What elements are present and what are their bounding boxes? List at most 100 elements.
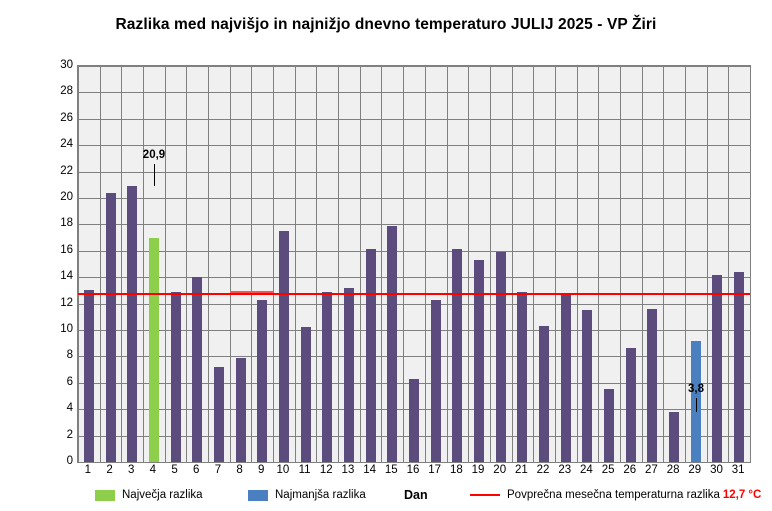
x-axis-tick-label: 10 — [276, 464, 290, 476]
x-axis-tick-label: 3 — [127, 464, 135, 476]
y-axis-tick-label: 6 — [66, 375, 73, 388]
gridline-vertical — [403, 66, 404, 462]
gridline-vertical — [251, 66, 252, 462]
bar-day-25 — [604, 389, 614, 462]
y-axis-tick-label: 24 — [60, 138, 73, 151]
gridline-vertical — [447, 66, 448, 462]
x-axis-tick-label: 22 — [536, 464, 550, 476]
y-axis-tick-label: 16 — [60, 243, 73, 256]
legend-swatch-blue-icon — [248, 489, 268, 501]
callout-value-label: 3,8 — [688, 382, 704, 395]
gridline-horizontal — [78, 304, 750, 305]
bar-day-17 — [431, 299, 441, 462]
x-axis-tick-label: 2 — [106, 464, 113, 476]
x-axis-tick-label: 6 — [193, 464, 200, 476]
y-axis-tick-label: 30 — [60, 59, 73, 71]
y-axis-tick-label: 12 — [60, 296, 73, 309]
bar-day-9 — [257, 299, 267, 462]
y-axis-tick-label: 4 — [66, 402, 73, 415]
bar-day-22 — [539, 326, 549, 462]
y-axis-tick-label: 26 — [60, 111, 73, 124]
bar-day-19 — [474, 260, 484, 462]
x-axis-tick-label: 8 — [236, 464, 243, 476]
bar-day-13 — [344, 287, 354, 462]
x-axis-title: Dan — [404, 488, 428, 502]
plot-area: 20,9 3,8 — [77, 65, 751, 463]
gridline-horizontal — [78, 251, 750, 252]
y-axis-tick-label: 10 — [60, 323, 73, 335]
x-axis-tick-label: 29 — [688, 464, 702, 476]
gridline-vertical — [577, 66, 578, 462]
gridline-vertical — [620, 66, 621, 462]
x-axis-tick-label: 23 — [558, 464, 572, 476]
x-axis-tick-label: 5 — [171, 464, 178, 476]
gridline-horizontal — [78, 172, 750, 173]
bar-day-10 — [279, 231, 289, 462]
x-axis-tick-label: 31 — [731, 464, 745, 476]
gridline-vertical — [360, 66, 361, 462]
gridline-vertical — [512, 66, 513, 462]
x-axis-tick-label: 26 — [623, 464, 637, 476]
callout-leader-line — [154, 164, 155, 187]
x-axis-tick-label: 1 — [84, 464, 92, 476]
gridline-vertical — [316, 66, 317, 462]
gridline-vertical — [186, 66, 187, 462]
gridline-vertical — [642, 66, 643, 462]
legend-label-average: Povprečna mesečna temperaturna razlika — [507, 489, 720, 501]
legend-item-min: Najmanjša razlika — [248, 486, 366, 504]
gridline-horizontal — [78, 92, 750, 93]
gridline-vertical — [707, 66, 708, 462]
y-axis-tick-labels: 30 28 26 24 22 20 18 16 14 12 10 8 6 4 2 0 — [43, 59, 73, 467]
bar-day-30 — [712, 274, 722, 462]
bar-day-20 — [496, 252, 506, 462]
gridline-vertical — [468, 66, 469, 462]
gridline-vertical — [750, 66, 751, 462]
bar-day-16 — [409, 378, 419, 462]
bar-day-8 — [236, 357, 246, 462]
bar-day-1 — [84, 290, 94, 462]
x-axis-tick-label: 16 — [406, 464, 420, 476]
y-axis-tick-label: 14 — [60, 270, 73, 283]
y-axis-tick-label: 20 — [60, 191, 73, 203]
x-axis-tick-label: 11 — [298, 464, 311, 476]
bar-day-27 — [647, 308, 657, 462]
legend-value-average: 12,7 °C — [722, 489, 762, 501]
x-axis-tick-label: 7 — [214, 464, 222, 476]
legend-label-max: Največja razlika — [122, 489, 203, 501]
gridline-horizontal — [78, 462, 750, 463]
gridline-vertical — [208, 66, 209, 462]
chart-legend: Največja razlika Najmanjša razlika Dan P… — [0, 486, 772, 508]
legend-swatch-green-icon — [95, 489, 115, 501]
gridline-vertical — [121, 66, 122, 462]
gridline-vertical — [728, 66, 729, 462]
bar-day-2 — [106, 192, 116, 462]
bar-day-3 — [127, 186, 137, 462]
x-axis-tick-label: 14 — [363, 464, 377, 476]
bar-day-12 — [322, 291, 332, 462]
gridline-vertical — [295, 66, 296, 462]
x-axis-tick-label: 4 — [149, 464, 157, 476]
callout-value-label: 20,9 — [142, 149, 166, 162]
legend-item-average: Povprečna mesečna temperaturna razlika 1… — [470, 486, 761, 504]
gridline-vertical — [490, 66, 491, 462]
x-axis-tick-label: 20 — [493, 464, 507, 476]
gridline-vertical — [100, 66, 101, 462]
x-axis-tick-label: 17 — [428, 464, 442, 476]
x-axis-tick-label: 12 — [319, 464, 333, 476]
bar-day-5 — [171, 291, 181, 462]
gridline-vertical — [78, 66, 79, 462]
legend-label-min: Najmanjša razlika — [275, 489, 366, 501]
gridline-vertical — [165, 66, 166, 462]
gridline-vertical — [555, 66, 556, 462]
gridline-vertical — [230, 66, 231, 462]
y-axis-tick-label: 0 — [66, 455, 73, 467]
bar-day-7 — [214, 366, 224, 462]
gridline-horizontal — [78, 119, 750, 120]
gridline-vertical — [381, 66, 382, 462]
gridline-vertical — [338, 66, 339, 462]
x-axis-tick-label: 19 — [471, 464, 485, 476]
bar-day-26 — [626, 348, 636, 462]
legend-line-red-icon — [470, 494, 500, 496]
bar-day-14 — [366, 249, 376, 462]
